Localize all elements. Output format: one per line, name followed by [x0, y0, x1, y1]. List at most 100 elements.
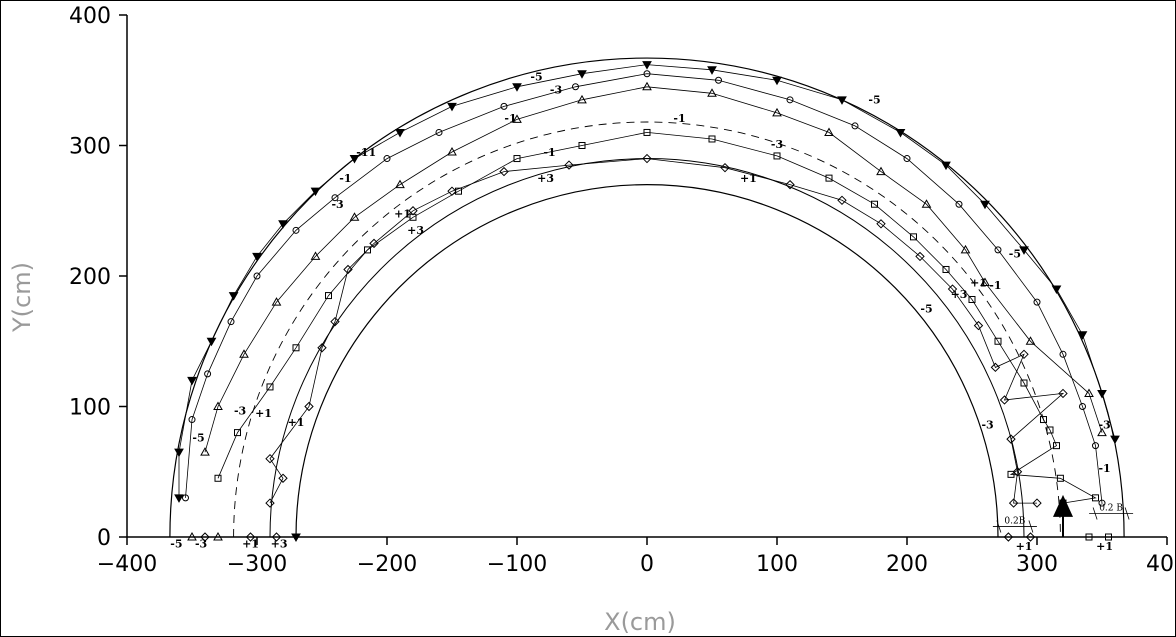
scale-tick	[996, 520, 1002, 533]
axes	[119, 14, 1168, 545]
square-marker	[910, 233, 917, 241]
triangle-marker	[824, 127, 834, 136]
contour-label: -3	[771, 138, 783, 151]
circle-marker	[1098, 499, 1106, 507]
circle-marker	[188, 416, 196, 424]
circle-marker	[715, 76, 722, 84]
filled-triangle-marker	[941, 161, 951, 171]
diamond-marker	[1019, 349, 1029, 360]
circle-marker	[331, 194, 339, 202]
diamond-marker	[837, 195, 847, 206]
triangle-marker	[980, 277, 990, 287]
contour-label: -5	[868, 94, 880, 107]
circle-marker	[643, 70, 651, 78]
y-tick-label: 400	[69, 4, 111, 29]
diamond-marker	[265, 453, 275, 464]
filled-triangle-marker	[174, 448, 184, 458]
square-marker	[1085, 533, 1093, 541]
x-tick-label: 100	[756, 552, 798, 577]
filled-triangle-marker	[512, 83, 522, 92]
contour-label: -11	[356, 146, 376, 159]
circle-marker	[1092, 442, 1099, 450]
triangle-marker	[707, 88, 717, 97]
square-marker	[968, 295, 976, 303]
x-tick-label: 200	[886, 552, 928, 577]
filled-triangle-marker	[349, 155, 360, 164]
circle-marker	[851, 122, 859, 130]
square-marker	[942, 265, 950, 273]
diamond-marker	[278, 473, 288, 483]
filled-triangle-marker	[895, 128, 906, 138]
diamond-marker	[915, 251, 925, 262]
contour-label: +1	[740, 172, 757, 185]
filled-triangle-marker	[310, 187, 321, 197]
diamond-marker	[1032, 498, 1042, 508]
filled-triangle-marker	[395, 128, 405, 138]
diamond-marker	[200, 532, 210, 542]
diamond-marker	[1006, 434, 1016, 444]
contour-label: -3	[981, 419, 993, 432]
filled-triangle-marker	[206, 337, 217, 347]
square-marker	[643, 128, 651, 136]
inner-contour-arc	[269, 158, 1025, 538]
diamond-marker	[330, 316, 340, 327]
diamond-marker	[1012, 467, 1023, 477]
diamond-marker	[876, 219, 886, 229]
diamond-marker	[304, 401, 314, 412]
triangle-marker	[310, 251, 321, 260]
filled-triangle-marker	[187, 376, 197, 386]
triangle-marker	[960, 244, 971, 254]
filled-triangle-marker	[1077, 331, 1088, 340]
circle-marker	[955, 200, 963, 208]
contour-label: -3	[550, 83, 562, 96]
diamond-marker	[720, 162, 730, 173]
contour-label: +3	[951, 288, 968, 301]
x-tick-label: −300	[227, 552, 287, 577]
filled-triangle-marker	[1051, 285, 1062, 295]
diamond-marker	[1058, 388, 1068, 399]
square-marker	[1007, 470, 1015, 478]
square-marker	[825, 174, 833, 182]
contour-line	[269, 158, 1065, 504]
square-marker	[1092, 494, 1099, 502]
circle-marker	[994, 246, 1002, 254]
square-marker	[708, 135, 716, 143]
scale-label: 0.2 B	[1099, 504, 1123, 514]
triangle-marker	[395, 179, 405, 189]
contour-label: -1	[989, 279, 1001, 292]
contour-label: +1	[1016, 540, 1033, 553]
square-marker	[1046, 426, 1054, 434]
circle-marker	[204, 370, 212, 378]
filled-triangle-marker	[642, 61, 652, 70]
circle-marker	[500, 102, 508, 110]
contour-label: +1	[255, 407, 272, 420]
contour-label: -5	[920, 303, 932, 316]
circle-marker	[383, 155, 391, 163]
contour-label: +1	[242, 537, 259, 550]
diamond-marker	[1008, 498, 1019, 508]
filled-triangle-marker	[228, 292, 239, 301]
contour-line	[204, 86, 1103, 453]
contour-label: -1	[543, 146, 555, 159]
triangle-marker	[512, 114, 522, 123]
square-marker	[1053, 442, 1060, 450]
x-tick-label: −100	[487, 552, 547, 577]
filled-triangle-marker	[1110, 435, 1120, 445]
triangle-marker	[349, 212, 360, 221]
contour-label: +1	[288, 416, 305, 429]
square-marker	[455, 187, 462, 195]
filled-triangle-marker	[837, 96, 847, 105]
contour-label: -3	[195, 537, 207, 550]
triangle-marker	[642, 81, 652, 91]
triangle-marker	[876, 166, 886, 176]
filled-triangle-marker	[772, 76, 782, 86]
scale-tick	[1092, 507, 1098, 520]
square-marker	[578, 142, 586, 149]
x-axis-title: X(cm)	[604, 608, 676, 636]
triangle-marker	[1025, 336, 1036, 345]
contour-label: -3	[331, 198, 343, 211]
square-marker	[773, 152, 781, 160]
filled-triangle-marker	[252, 252, 262, 262]
filled-triangle-marker	[577, 70, 587, 79]
